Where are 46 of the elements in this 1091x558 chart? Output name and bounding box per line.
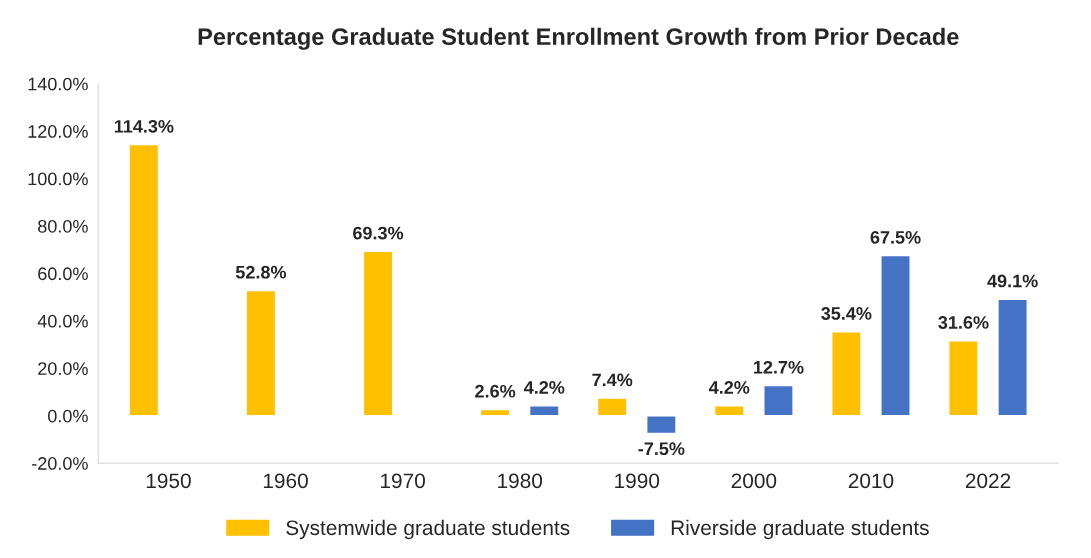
x-tick-label: 2022 [965, 473, 1011, 489]
y-tick-label: 0.0% [48, 409, 88, 423]
y-tick-label: 80.0% [38, 219, 88, 233]
bar [646, 415, 677, 435]
bar [831, 331, 862, 417]
x-tick-label: 2010 [848, 473, 894, 489]
x-tick-label: 1960 [263, 473, 308, 489]
x-tick-label: 1980 [498, 473, 543, 489]
y-tick-label: 20.0% [38, 362, 88, 375]
bar [528, 405, 560, 417]
y-tick-label: 120.0% [28, 125, 88, 138]
data-label: 52.8% [235, 265, 287, 279]
legend-label: Systemwide graduate students [286, 519, 570, 540]
x-tick-label: 1950 [146, 473, 191, 489]
bar [362, 250, 394, 417]
x-tick-label: 2000 [731, 473, 777, 489]
legend-label: Riverside graduate students [671, 519, 929, 540]
bar [596, 397, 628, 417]
data-label: 4.2% [523, 381, 565, 394]
bar [713, 405, 745, 417]
data-label: 69.3% [353, 226, 404, 240]
data-label: 49.1% [987, 274, 1038, 288]
x-tick-label: 1970 [381, 473, 425, 489]
bar [245, 289, 277, 417]
data-label: 2.6% [475, 384, 516, 398]
bar [128, 143, 160, 417]
y-tick-label: -20.0% [32, 457, 88, 470]
y-tick-label: 100.0% [28, 172, 88, 186]
y-tick-label: 60.0% [38, 267, 88, 281]
data-label: 35.4% [821, 307, 872, 320]
data-label: 7.4% [592, 373, 633, 387]
data-label: 31.6% [938, 316, 989, 329]
x-tick-label: 1990 [615, 473, 660, 489]
chart-title: Percentage Graduate Student Enrollment Growth from Prior Decade [198, 27, 959, 50]
data-label: 114.3% [114, 119, 174, 133]
y-tick-label: 40.0% [37, 314, 88, 328]
bar [997, 298, 1028, 417]
bar [948, 340, 979, 417]
data-label: 4.2% [708, 381, 750, 394]
bar [479, 408, 511, 417]
y-tick-label: 140.0% [28, 77, 88, 91]
data-label: 67.5% [870, 230, 921, 244]
bar [880, 254, 911, 417]
data-label: 12.7% [753, 360, 804, 374]
bar [763, 384, 794, 417]
data-label: -7.5% [638, 442, 685, 456]
